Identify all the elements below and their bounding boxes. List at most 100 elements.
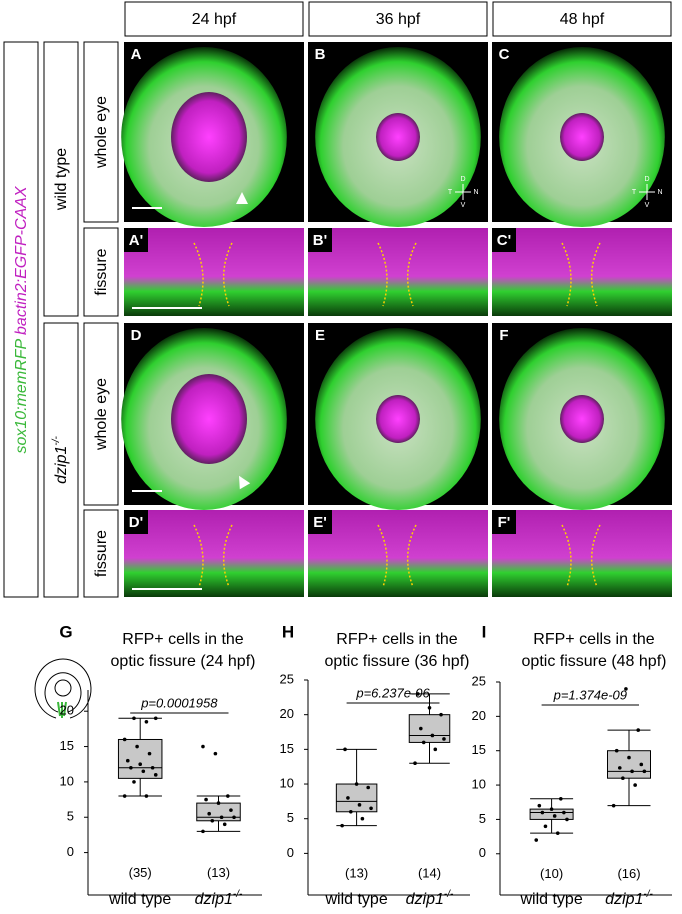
category: wild type (324, 891, 387, 908)
fissure-tissue (124, 510, 304, 597)
panel-letter: F (499, 327, 508, 344)
column-header: 36 hpf (376, 11, 421, 28)
reporter: bactin2:EGFP-CAAX (13, 185, 30, 335)
reporter-label: sox10:memRFP bactin2:EGFP-CAAX (13, 185, 30, 453)
data-point (614, 748, 619, 753)
data-point (132, 780, 136, 784)
y-tick-label: 10 (472, 777, 486, 792)
data-point (565, 817, 569, 822)
fissure-outline (590, 242, 601, 307)
data-point (346, 796, 350, 800)
column-header-box (124, 1, 304, 37)
lens (171, 92, 247, 182)
panel-letter-bg (492, 510, 516, 534)
region-label: fissure (93, 530, 110, 577)
data-point (201, 744, 205, 749)
arrowhead (239, 475, 251, 490)
data-point (222, 822, 227, 827)
panel-letter-bg (492, 42, 516, 66)
data-point (639, 762, 644, 767)
micrograph: F (492, 323, 672, 510)
n-label: (10) (540, 866, 563, 881)
panel-letter-bg (308, 510, 332, 534)
panel-letter: D (131, 327, 142, 344)
genotype-label: dzip1-/- (51, 435, 71, 483)
panel-letter-bg (492, 228, 516, 252)
superscript: -/- (51, 435, 62, 445)
data-point (611, 803, 616, 808)
data-point (366, 785, 370, 790)
fissure-outline (561, 524, 572, 588)
y-tick-label: 10 (280, 775, 294, 790)
genotype: dzip1 (53, 446, 70, 484)
p-value: p=1.374e-09 (553, 687, 627, 702)
data-point (213, 751, 218, 756)
box (335, 783, 378, 813)
panel-letter-bg (124, 510, 148, 534)
y-tick-label: 0 (67, 844, 74, 859)
panel-letter: F' (498, 514, 511, 531)
image-grid: 24 hpf 36 hpf 48 hpf sox10:memRFP bactin2:E… (3, 1, 672, 598)
compass-label: T (632, 189, 637, 196)
data-point (138, 762, 142, 767)
region-label: whole eye (93, 378, 110, 451)
category: wild type (519, 891, 582, 908)
data-point (430, 733, 435, 738)
data-point (349, 809, 353, 814)
data-point (360, 816, 365, 821)
column-header-box (492, 1, 672, 37)
data-point (210, 818, 215, 823)
micrograph: DT NV C (492, 42, 672, 227)
data-point (204, 797, 208, 802)
y-tick-label: 5 (479, 811, 486, 826)
chart-title: optic fissure (48 hpf) (522, 653, 667, 670)
region-label: whole eye (93, 96, 110, 169)
superscript: -/- (444, 889, 454, 900)
column-header-box (308, 1, 488, 37)
y-tick-label: 20 (280, 706, 294, 721)
lens (171, 374, 247, 464)
x-tick-label: wild type (324, 891, 387, 908)
panel-letter: A' (129, 232, 143, 249)
data-point (201, 829, 205, 834)
data-point (369, 806, 373, 811)
data-point (630, 769, 634, 774)
data-point (562, 810, 566, 815)
micrograph: E (308, 323, 488, 510)
data-point (540, 810, 545, 815)
data-point (150, 765, 155, 770)
panel-letter: E (315, 327, 325, 344)
genotype: wild type (53, 148, 70, 211)
fissure-tissue (492, 510, 672, 597)
panel-letter: G (59, 622, 72, 641)
chart-title: RFP+ cells in the (122, 631, 243, 648)
data-point (433, 747, 438, 752)
y-tick-label: 15 (280, 741, 294, 756)
chart-title: RFP+ cells in the (336, 631, 457, 648)
column-header: 24 hpf (192, 11, 237, 28)
fissure-outline (406, 524, 417, 588)
cells (57, 701, 67, 718)
compass-label: N (473, 189, 478, 196)
panel-letter: B' (313, 232, 327, 249)
label-box (3, 41, 39, 598)
lens (560, 395, 604, 443)
lens (376, 113, 420, 161)
micrograph: DT NV B (308, 42, 488, 227)
compass-label: V (645, 202, 650, 209)
fissure-tissue (308, 228, 488, 316)
data-point (416, 692, 420, 696)
compass-label: N (657, 189, 662, 196)
category: dzip1 (406, 891, 444, 908)
y-tick-label: 15 (60, 738, 74, 753)
data-point (442, 737, 446, 741)
panel-letter-bg (124, 42, 148, 66)
panel-letter-bg (308, 228, 332, 252)
y-tick-label: 25 (280, 671, 294, 686)
genotype-box (43, 322, 79, 598)
panel-letter: I (482, 622, 487, 641)
compass-label: V (461, 202, 466, 209)
compass: DT NV (448, 176, 479, 209)
superscript: -/- (233, 889, 243, 900)
